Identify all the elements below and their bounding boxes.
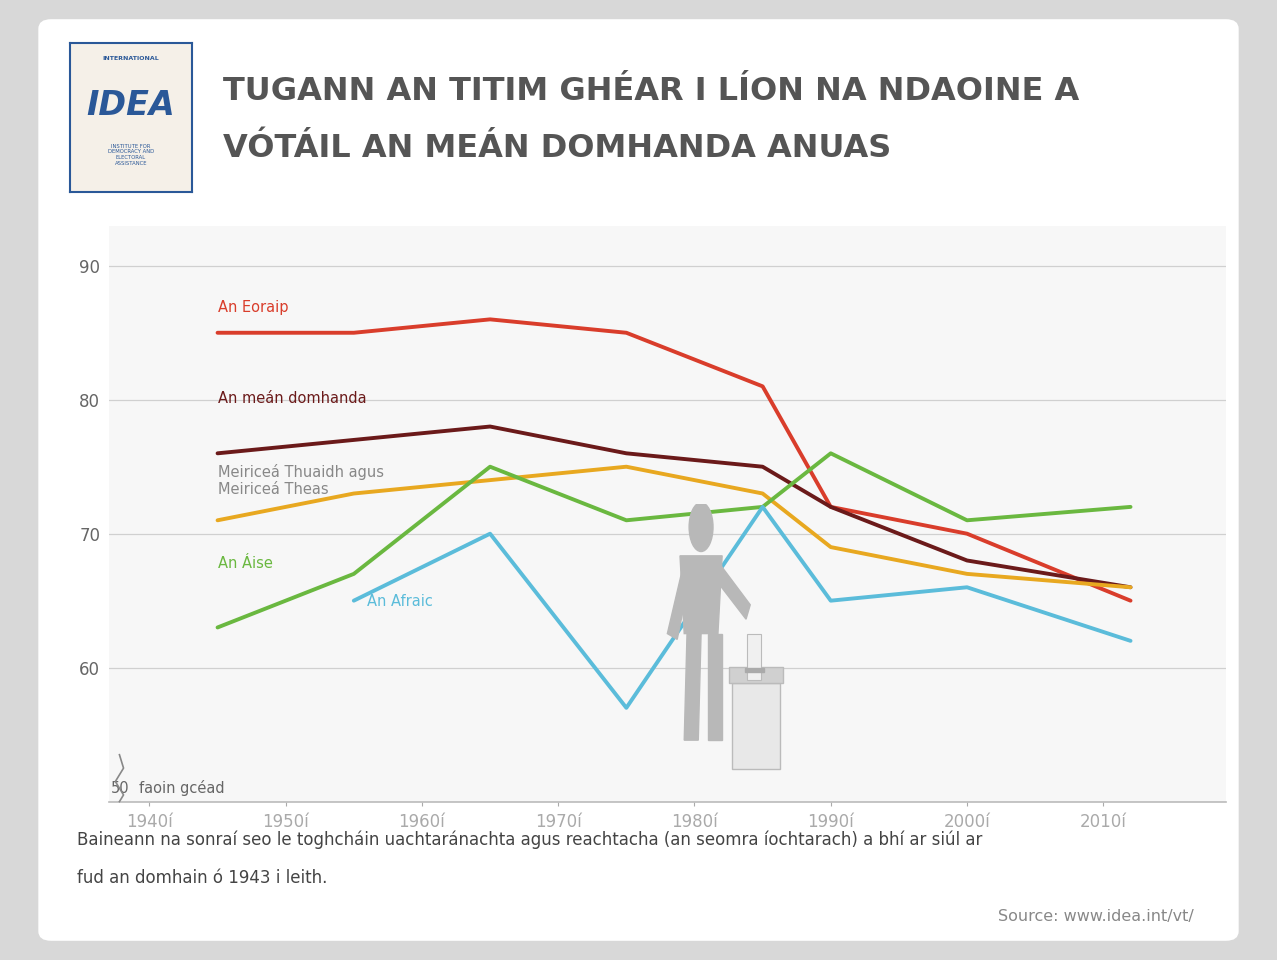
Text: Meiriceá Thuaidh agus
Meiriceá Theas: Meiriceá Thuaidh agus Meiriceá Theas — [217, 464, 383, 497]
Text: fud an domhain ó 1943 i leith.: fud an domhain ó 1943 i leith. — [77, 869, 327, 887]
Text: An meán domhanda: An meán domhanda — [217, 392, 366, 406]
Polygon shape — [684, 634, 701, 740]
Polygon shape — [715, 562, 751, 619]
Bar — [747, 634, 761, 680]
FancyBboxPatch shape — [732, 683, 780, 769]
FancyBboxPatch shape — [729, 666, 783, 683]
Polygon shape — [668, 562, 691, 639]
Text: Source: www.idea.int/vt/: Source: www.idea.int/vt/ — [999, 908, 1194, 924]
Text: An Eoraip: An Eoraip — [217, 300, 289, 315]
Text: IDEA: IDEA — [87, 89, 175, 122]
Text: An Afraic: An Afraic — [368, 594, 433, 609]
Text: Baineann na sonraí seo le toghcháin uachtaránachta agus reachtacha (an seomra ío: Baineann na sonraí seo le toghcháin uach… — [77, 830, 982, 849]
Text: TUGANN AN TITIM GHÉAR I LÍON NA NDAOINE A: TUGANN AN TITIM GHÉAR I LÍON NA NDAOINE … — [223, 76, 1080, 107]
Polygon shape — [707, 634, 723, 740]
Text: An Áise: An Áise — [217, 556, 272, 571]
Text: 50: 50 — [111, 781, 130, 796]
Bar — [744, 668, 764, 672]
Text: VÓTÁIL AN MEÁN DOMHANDA ANUAS: VÓTÁIL AN MEÁN DOMHANDA ANUAS — [223, 133, 891, 164]
Circle shape — [690, 503, 713, 551]
Polygon shape — [681, 556, 723, 634]
Text: INSTITUTE FOR
DEMOCRACY AND
ELECTORAL
ASSISTANCE: INSTITUTE FOR DEMOCRACY AND ELECTORAL AS… — [107, 144, 155, 166]
Text: INTERNATIONAL: INTERNATIONAL — [102, 56, 160, 60]
Text: faoin gcéad: faoin gcéad — [138, 780, 225, 796]
